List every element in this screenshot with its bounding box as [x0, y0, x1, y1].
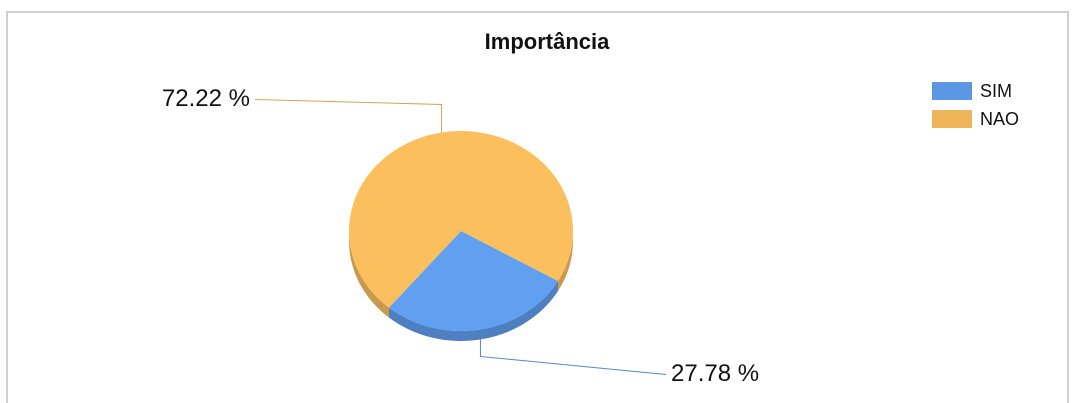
- chart-title: Importância: [485, 29, 610, 54]
- data-label: 27.78 %: [671, 360, 759, 387]
- legend-label: NAO: [980, 109, 1019, 129]
- legend-swatch: [932, 110, 972, 128]
- legend-label: SIM: [980, 81, 1012, 101]
- leader-line: [254, 99, 443, 133]
- pie-slice: [388, 231, 558, 331]
- pie-slice: [349, 130, 573, 308]
- pie-side: [557, 231, 573, 291]
- leader-line: [479, 339, 667, 375]
- pie-side: [349, 231, 389, 318]
- data-label: 72.22 %: [162, 85, 250, 112]
- legend-swatch: [932, 82, 972, 100]
- pie-side: [388, 281, 558, 341]
